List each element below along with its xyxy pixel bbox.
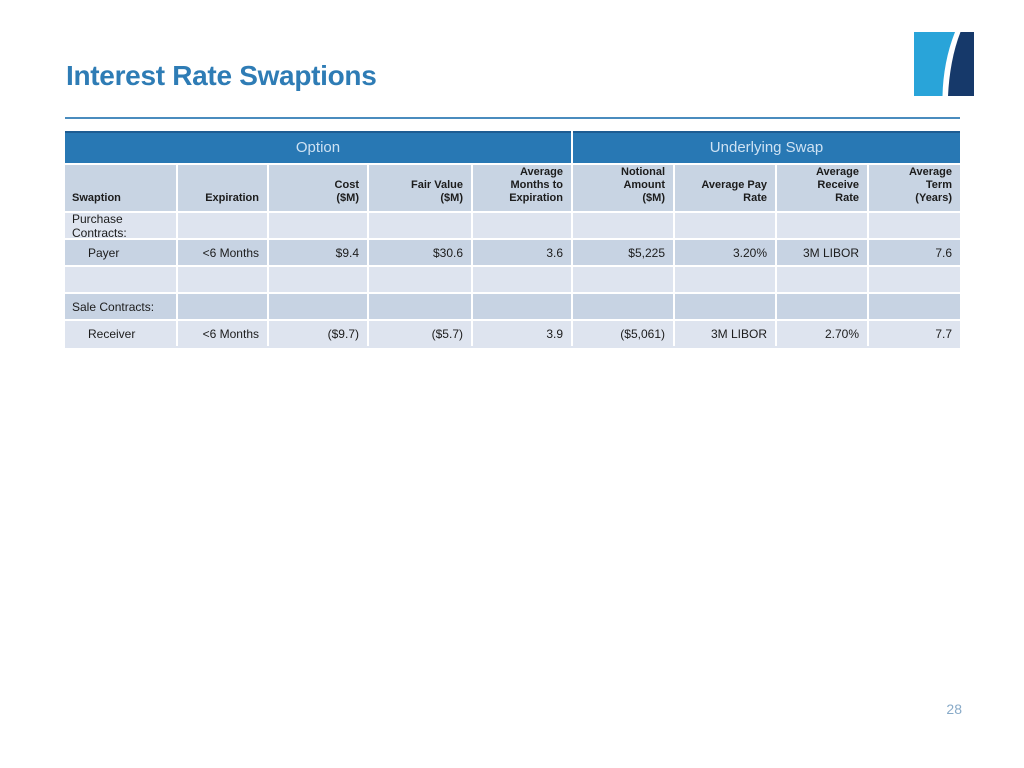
table-cell: 3.9 <box>473 321 571 346</box>
title-divider <box>65 117 960 119</box>
page-title: Interest Rate Swaptions <box>66 60 377 91</box>
table-cell: $9.4 <box>269 240 367 265</box>
table-cell: 3.6 <box>473 240 571 265</box>
table-cell <box>178 267 267 292</box>
column-header: Notional Amount ($M) <box>573 165 673 211</box>
column-header: Swaption <box>65 165 176 211</box>
table-cell <box>675 294 775 319</box>
table-cell <box>269 267 367 292</box>
table-cell <box>675 267 775 292</box>
table-cell <box>573 267 673 292</box>
column-header: Average Pay Rate <box>675 165 775 211</box>
table-cell <box>869 213 960 238</box>
table-cell <box>473 213 571 238</box>
table-cell: Sale Contracts: <box>65 294 176 319</box>
table-cell <box>473 267 571 292</box>
column-header: Expiration <box>178 165 267 211</box>
table-cell: 7.7 <box>869 321 960 346</box>
column-header: Cost ($M) <box>269 165 367 211</box>
table-cell: ($5.7) <box>369 321 471 346</box>
table-cell: 3M LIBOR <box>777 240 867 265</box>
table-cell: 7.6 <box>869 240 960 265</box>
table-cell <box>269 213 367 238</box>
table-cell <box>369 267 471 292</box>
table-cell: Purchase Contracts: <box>65 212 176 240</box>
table-cell <box>869 267 960 292</box>
table-cell: 3M LIBOR <box>675 321 775 346</box>
table-cell: $30.6 <box>369 240 471 265</box>
table-cell <box>777 294 867 319</box>
table-cell: 2.70% <box>777 321 867 346</box>
table-cell <box>777 213 867 238</box>
table-cell <box>869 294 960 319</box>
column-header: Fair Value ($M) <box>369 165 471 211</box>
table-cell <box>178 213 267 238</box>
table-cell: Receiver <box>65 321 176 346</box>
swaptions-table: Option Underlying Swap Swaption Expiration C… <box>65 131 960 348</box>
table-cell <box>573 213 673 238</box>
table-cell <box>473 294 571 319</box>
company-swoosh-logo-icon <box>914 32 974 96</box>
table-cell: 3.20% <box>675 240 775 265</box>
table-cell <box>369 294 471 319</box>
table-cell <box>269 294 367 319</box>
table-cell: ($9.7) <box>269 321 367 346</box>
table-cell <box>675 213 775 238</box>
page-number: 28 <box>946 701 962 717</box>
table-cell: Payer <box>65 240 176 265</box>
table-cell: <6 Months <box>178 321 267 346</box>
table-cell: ($5,061) <box>573 321 673 346</box>
group-header-underlying-swap: Underlying Swap <box>573 131 960 163</box>
group-header-option: Option <box>65 131 571 163</box>
table-cell: <6 Months <box>178 240 267 265</box>
column-header: Average Receive Rate <box>777 165 867 211</box>
table-cell <box>178 294 267 319</box>
table-cell <box>369 213 471 238</box>
column-header: Average Term (Years) <box>869 165 960 211</box>
table-cell <box>777 267 867 292</box>
column-header: Average Months to Expiration <box>473 165 571 211</box>
table-cell <box>573 294 673 319</box>
table-cell <box>65 267 176 292</box>
table-cell: $5,225 <box>573 240 673 265</box>
